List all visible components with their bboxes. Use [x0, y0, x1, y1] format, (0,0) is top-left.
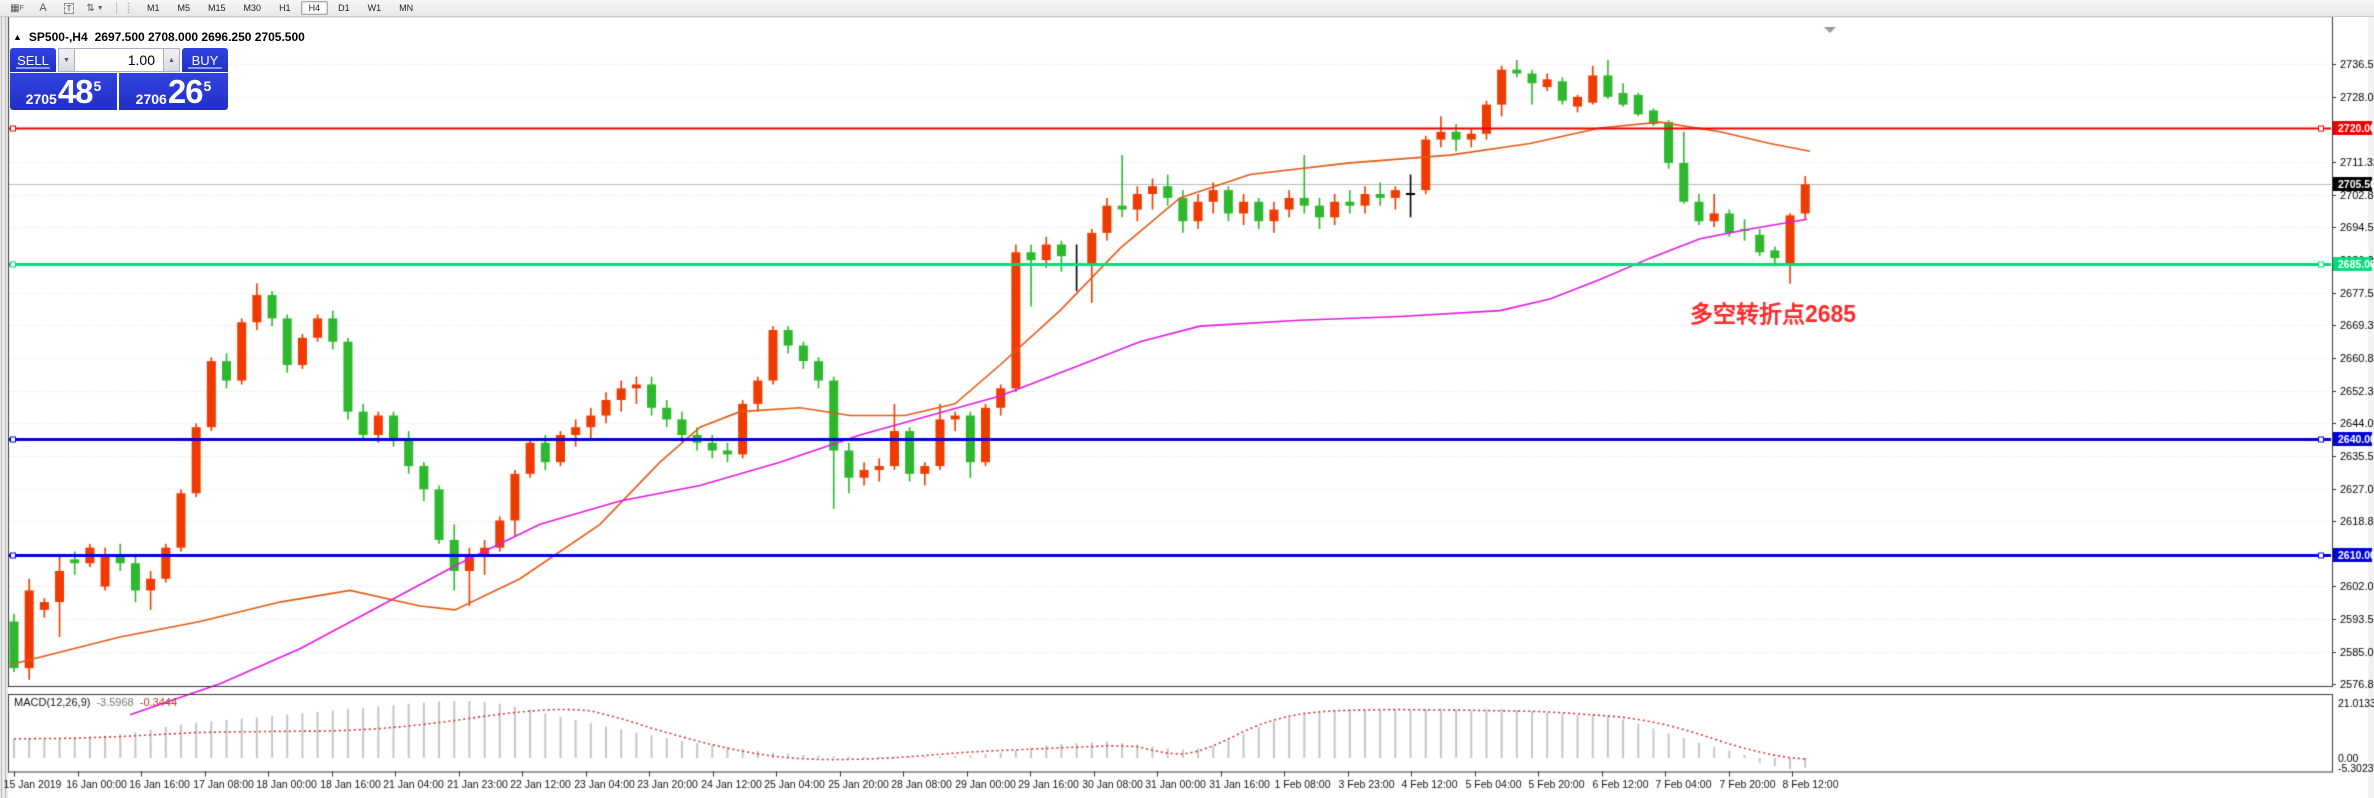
volume-decrease-button[interactable]: ▼ [58, 48, 75, 72]
timeframe-button-h1[interactable]: H1 [279, 3, 291, 13]
timeframe-button-d1[interactable]: D1 [338, 3, 350, 13]
object-arrange-icon[interactable]: ⇅ ▼ [86, 2, 104, 14]
toolbar-grip-handle[interactable] [127, 2, 131, 14]
timeframe-button-group: M1 M5 M15 M30 H1 H4 D1 W1 MN [139, 1, 423, 15]
timeframe-button-m30[interactable]: M30 [243, 3, 262, 13]
volume-stepper: ▼ 1.00 ▲ [58, 48, 180, 72]
annotate-letter-icon[interactable]: A [39, 2, 47, 14]
buy-price-quote[interactable]: 2706 26 5 [119, 73, 228, 110]
chevron-down-icon: ▼ [96, 4, 104, 12]
buy-price-pip-digit: 5 [203, 78, 212, 94]
timeframe-button-m1[interactable]: M1 [147, 3, 160, 13]
sell-price-prefix: 2705 [25, 91, 57, 107]
toolbar-separator [116, 2, 117, 14]
sell-price-big-digits: 48 [57, 73, 94, 110]
sell-price-quote[interactable]: 2705 48 5 [10, 73, 117, 110]
chart-toolbar: ▦ F A T ⇅ ▼ M1 M5 M15 M30 H1 H4 D1 W1 MN [0, 0, 2374, 17]
symbol-info-line: ▲ SP500-,H4 2697.500 2708.000 2696.250 2… [13, 30, 305, 44]
volume-increase-button[interactable]: ▲ [163, 48, 180, 72]
tick-grid-icon[interactable]: ▦ F [10, 2, 24, 14]
timeframe-button-w1[interactable]: W1 [367, 3, 382, 13]
text-label-icon[interactable]: T [60, 1, 78, 15]
sell-price-pip-digit: 5 [93, 78, 102, 94]
timeframe-button-m15[interactable]: M15 [208, 3, 226, 13]
sell-button[interactable]: SELL [10, 48, 56, 72]
one-click-trade-panel: SELL ▼ 1.00 ▲ BUY 2705 48 5 2706 26 5 [10, 48, 228, 110]
timeframe-button-h4[interactable]: H4 [300, 1, 329, 15]
symbol-ohlc-values: 2697.500 2708.000 2696.250 2705.500 [94, 30, 305, 44]
timeframe-button-m5[interactable]: M5 [177, 3, 191, 13]
collapse-triangle-icon[interactable]: ▲ [13, 32, 22, 42]
volume-input[interactable]: 1.00 [75, 48, 163, 72]
buy-price-prefix: 2706 [135, 91, 167, 107]
symbol-name: SP500-,H4 [28, 30, 88, 44]
buy-button[interactable]: BUY [182, 48, 228, 72]
timeframe-button-mn[interactable]: MN [399, 3, 414, 13]
buy-price-big-digits: 26 [167, 73, 204, 110]
